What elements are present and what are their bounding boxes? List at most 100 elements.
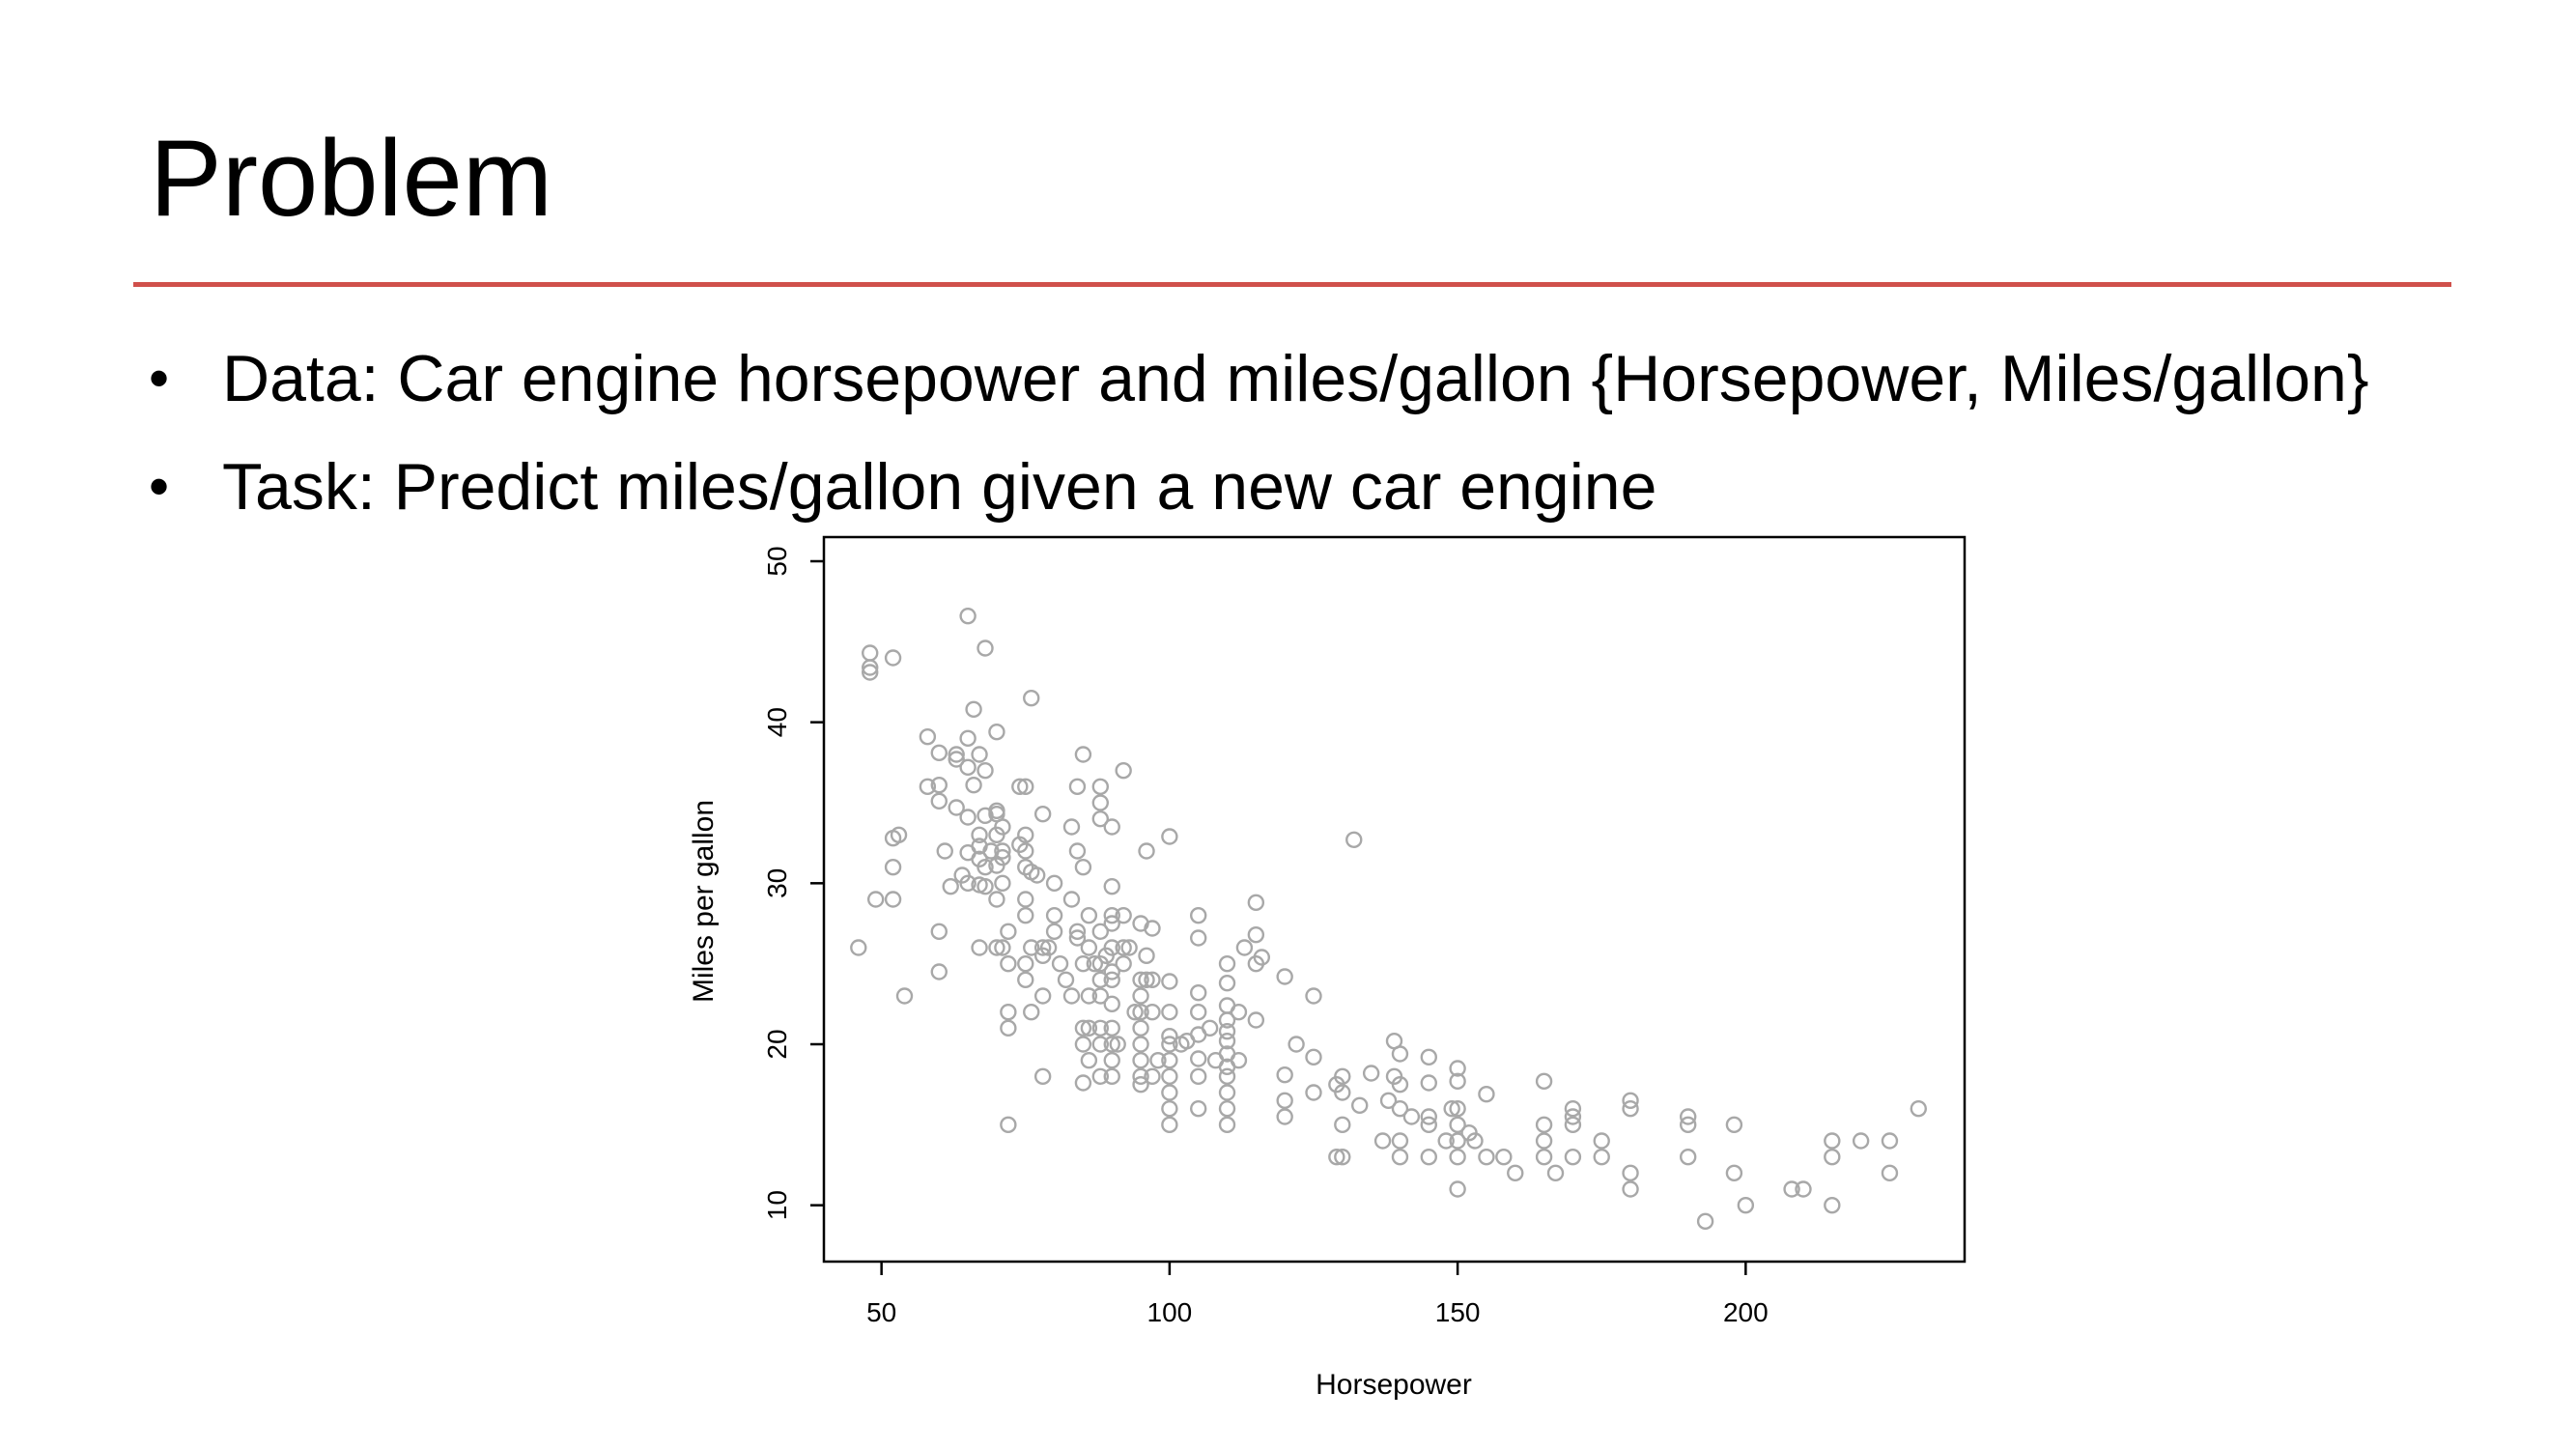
scatter-point [1881,1164,1899,1182]
x-tick-label: 50 [866,1297,896,1327]
scatter-point [1115,954,1132,973]
scatter-point [977,877,994,895]
scatter-point [1276,1092,1293,1110]
scatter-point [977,858,994,876]
scatter-point [1062,891,1081,908]
scatter-point [1161,1036,1178,1053]
scatter-point [930,776,948,794]
scatter-point [1144,971,1161,989]
scatter-point [1391,1099,1409,1118]
scatter-point [936,842,953,860]
scatter-point [1033,805,1052,823]
scatter-point [1074,1019,1092,1037]
x-tick-label: 100 [1147,1297,1193,1327]
scatter-point [1247,925,1265,944]
scatter-point [1391,1132,1409,1150]
scatter-point [1109,1036,1126,1053]
scatter-point [1120,939,1138,956]
scatter-point [1126,1003,1144,1021]
scatter-point [1276,968,1293,985]
scatter-point [1103,906,1120,924]
scatter-point [959,607,977,625]
scatter-point [1103,1051,1120,1069]
scatter-point [1091,794,1110,811]
scatter-point [971,746,988,763]
scatter-point [1161,1067,1178,1086]
scatter-point [1103,915,1120,932]
scatter-point [1028,867,1046,884]
plot-frame [822,535,1967,1264]
scatter-point [1132,1019,1149,1037]
scatter-point [1023,689,1040,707]
title-divider-line [133,282,2451,287]
scatter-point [1138,947,1155,965]
scatter-point [1190,1067,1207,1086]
scatter-point [1190,929,1207,947]
y-axis-title: Miles per gallon [688,800,720,1003]
scatter-point [1824,1132,1841,1150]
scatter-point [1103,963,1120,980]
scatter-point [1161,973,1178,990]
scatter-point [1068,929,1087,947]
scatter-point [1795,1180,1812,1198]
scatter-point [1161,1084,1178,1101]
scatter-point [1443,1099,1460,1118]
scatter-point [1017,778,1034,796]
scatter-point [1000,1019,1017,1037]
scatter-point [977,639,994,657]
scatter-point [1132,971,1149,989]
scatter-point [1074,1074,1092,1092]
scatter-point [1132,1067,1149,1086]
slide-title: Problem [150,118,553,239]
scatter-point [1247,1011,1265,1029]
y-tick-label: 50 [762,546,792,576]
scatter-point [1218,1099,1236,1118]
scatter-point [994,939,1011,956]
scatter-point [1725,1164,1743,1182]
scatter-point [1824,1148,1841,1166]
scatter-point [1535,1116,1553,1134]
scatter-point [1783,1180,1800,1198]
y-tick-label: 40 [762,707,792,737]
scatter-point [1535,1148,1553,1166]
scatter-point [994,818,1011,836]
scatter-point [1288,1036,1305,1053]
scatter-point [1305,1048,1322,1066]
x-tick-label: 200 [1723,1297,1769,1327]
y-tick-label: 20 [762,1029,792,1059]
scatter-point [971,939,988,956]
scatter-point [1017,842,1034,860]
scatter-point [1091,1019,1110,1037]
scatter-point [1449,1072,1466,1091]
scatter-point [1334,1067,1351,1086]
scatter-point [1449,1180,1466,1198]
scatter-point [1103,1019,1120,1037]
scatter-point [1622,1180,1639,1198]
scatter-point [1345,831,1363,849]
scatter-point [1144,920,1161,937]
plot-layer: 50 100 150 200 10 20 30 40 50 [762,535,1967,1327]
scatter-point [1420,1048,1437,1066]
scatter-point [1103,1036,1120,1053]
scatter-point [1017,954,1034,973]
scatter-point [994,874,1011,893]
scatter-point [1218,1084,1236,1101]
scatter-point [1679,1148,1697,1166]
scatter-point [988,891,1005,908]
bullet-item-task: • Task: Predict miles/gallon given a new… [145,433,2369,541]
scatter-point [1449,1060,1466,1077]
scatter-point [1033,939,1052,956]
scatter-point [1023,939,1040,956]
scatter-point [1696,1212,1714,1231]
scatter-point [895,987,914,1005]
scatter-point [1218,1116,1236,1134]
scatter-point [1881,1132,1899,1150]
scatter-point [1000,923,1017,941]
scatter-point [948,799,965,816]
scatter-point [1161,1027,1178,1045]
scatter-point [1546,1164,1565,1182]
scatter-point [1000,954,1017,973]
scatter-point [1068,842,1087,860]
scatter-point [1080,906,1098,924]
scatter-point [1276,1065,1293,1084]
